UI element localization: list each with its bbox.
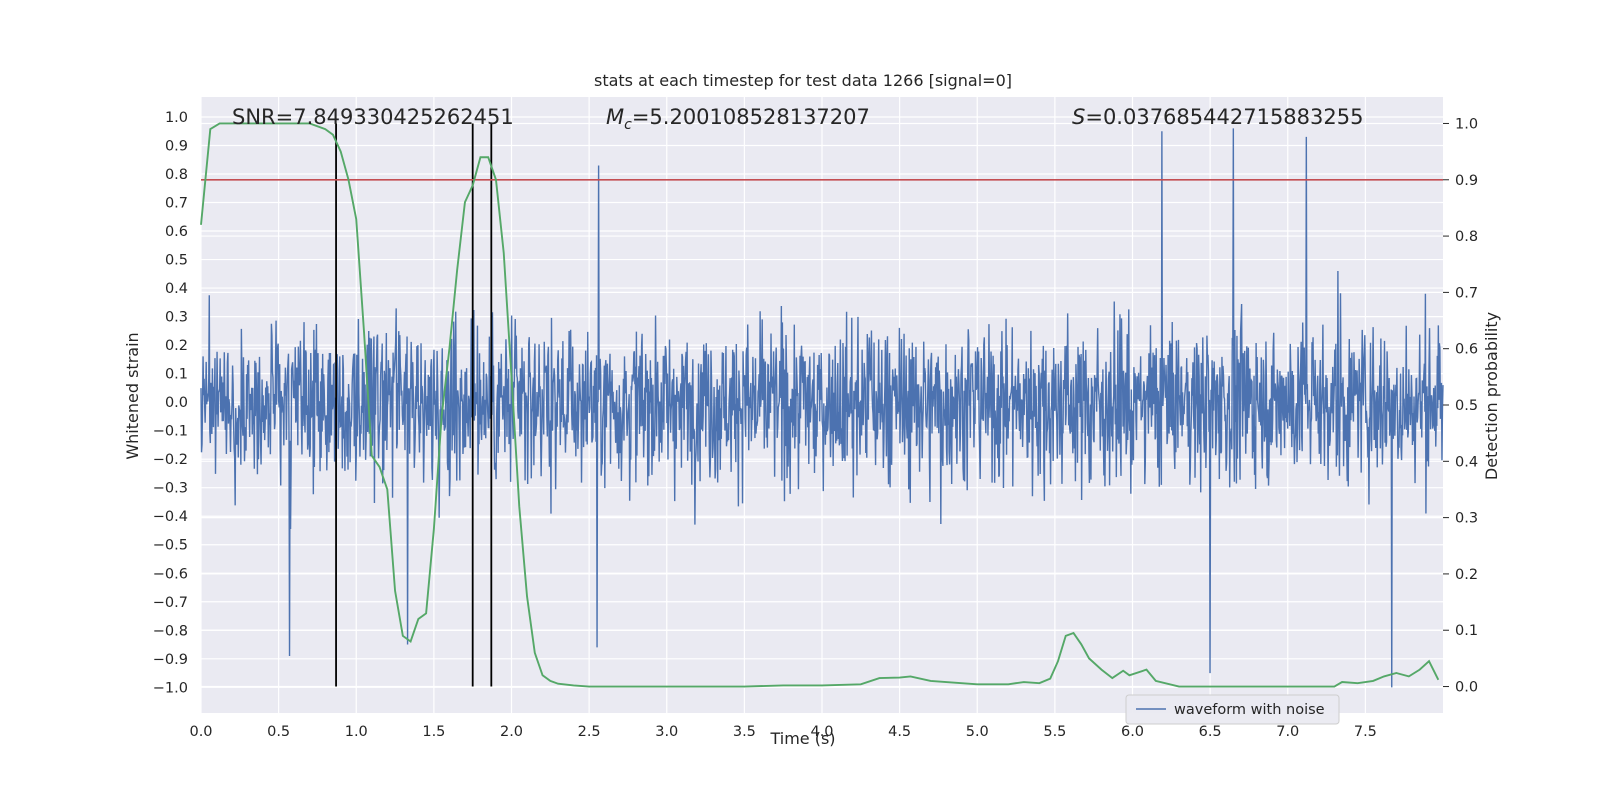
y-left-tick-label: −1.0	[153, 680, 188, 696]
y-left-tick-label: −0.4	[153, 509, 188, 525]
x-tick-label: 0.0	[189, 724, 212, 740]
legend: waveform with noise	[1125, 694, 1340, 725]
y-left-tick-label: −0.1	[153, 424, 188, 440]
y-left-tick-labels: 1.0 0.9 0.8 0.7 0.6 0.5 0.4 0.3 0.2 0.1 0.0 −0.1 −0.…	[153, 110, 188, 696]
x-tick-label: 5.5	[1043, 724, 1066, 740]
mc-value: =5.200108528137207	[632, 105, 870, 129]
x-tick-label: 4.0	[810, 724, 833, 740]
y-right-tick-label: 0.4	[1455, 454, 1478, 470]
x-tick-label: 3.5	[733, 724, 756, 740]
y-right-tick-label: 0.2	[1455, 567, 1478, 583]
x-tick-label: 1.5	[422, 724, 445, 740]
s-value: =0.037685442715883255	[1085, 105, 1363, 129]
x-tick-label: 6.0	[1121, 724, 1144, 740]
y-left-tick-label: −0.2	[153, 452, 188, 468]
y-left-tick-label: 0.3	[165, 310, 188, 326]
y-left-tick-label: 0.0	[165, 395, 188, 411]
y-left-tick-label: 1.0	[165, 110, 188, 126]
legend-box	[1125, 694, 1340, 725]
y-left-tick-label: −0.5	[153, 538, 188, 554]
waveform-line	[200, 128, 1444, 688]
y-left-tick-label: 0.5	[165, 253, 188, 269]
s-statistic-annotation: S=0.037685442715883255	[1072, 105, 1363, 129]
x-tick-label: 1.0	[345, 724, 368, 740]
y-left-tick-label: −0.8	[153, 623, 188, 639]
y-left-tick-label: −0.9	[153, 652, 188, 668]
y-left-tick-label: 0.2	[165, 338, 188, 354]
y-right-axis-label: Detection probability	[1482, 312, 1501, 480]
y-left-tick-label: −0.6	[153, 566, 188, 582]
x-tick-label: 4.5	[888, 724, 911, 740]
waveform-series	[200, 128, 1444, 688]
y-right-tick-label: 0.9	[1455, 173, 1478, 189]
chirp-mass-annotation: Mc=5.200108528137207	[606, 105, 870, 133]
y-left-tick-label: 0.8	[165, 167, 188, 183]
x-tick-labels: 0.0 0.5 1.0 1.5 2.0 2.5 3.0 3.5 4.0 4.5 5.0 5.5 6.0 6…	[189, 724, 1376, 740]
vertical-markers	[335, 123, 493, 687]
y-left-tick-label: 0.4	[165, 281, 188, 297]
x-tick-label: 7.0	[1276, 724, 1299, 740]
y-left-axis-label: Whitened strain	[123, 332, 142, 459]
x-tick-label: 3.0	[655, 724, 678, 740]
y-right-tick-label: 0.6	[1455, 342, 1478, 358]
y-right-tick-label: 0.0	[1455, 680, 1478, 696]
snr-annotation: SNR=7.849330425262451	[232, 105, 514, 129]
x-axis-label: Time (s)	[769, 729, 835, 748]
s-symbol: S	[1072, 105, 1085, 129]
detection-probability-series	[200, 122, 1440, 688]
y-right-tick-label: 0.1	[1455, 623, 1478, 639]
y-right-tick-label: 1.0	[1455, 116, 1478, 132]
y-right-tick-label: 0.8	[1455, 229, 1478, 245]
x-tick-label: 5.0	[966, 724, 989, 740]
mc-symbol: M	[606, 105, 624, 129]
x-tick-label: 0.5	[267, 724, 290, 740]
chart-title: stats at each timestep for test data 126…	[594, 71, 1012, 90]
y-left-tick-label: 0.9	[165, 138, 188, 154]
y-left-tick-label: 0.6	[165, 224, 188, 240]
legend-label: waveform with noise	[1174, 702, 1325, 718]
y-left-tick-label: 0.1	[165, 367, 188, 383]
y-left-tick-label: −0.7	[153, 595, 188, 611]
x-tick-label: 2.0	[500, 724, 523, 740]
y-right-tick-label: 0.3	[1455, 511, 1478, 527]
y-right-tick-label: 0.5	[1455, 398, 1478, 414]
x-tick-label: 2.5	[578, 724, 601, 740]
y-left-tick-label: −0.3	[153, 481, 188, 497]
x-tick-label: 7.5	[1354, 724, 1377, 740]
y-left-tick-label: 0.7	[165, 196, 188, 212]
y-right-tick-labels: 1.0 0.9 0.8 0.7 0.6 0.5 0.4 0.3 0.2 0.1 0.0	[1443, 116, 1478, 696]
y-right-tick-label: 0.7	[1455, 285, 1478, 301]
mc-subscript: c	[624, 117, 632, 133]
x-tick-label: 6.5	[1199, 724, 1222, 740]
